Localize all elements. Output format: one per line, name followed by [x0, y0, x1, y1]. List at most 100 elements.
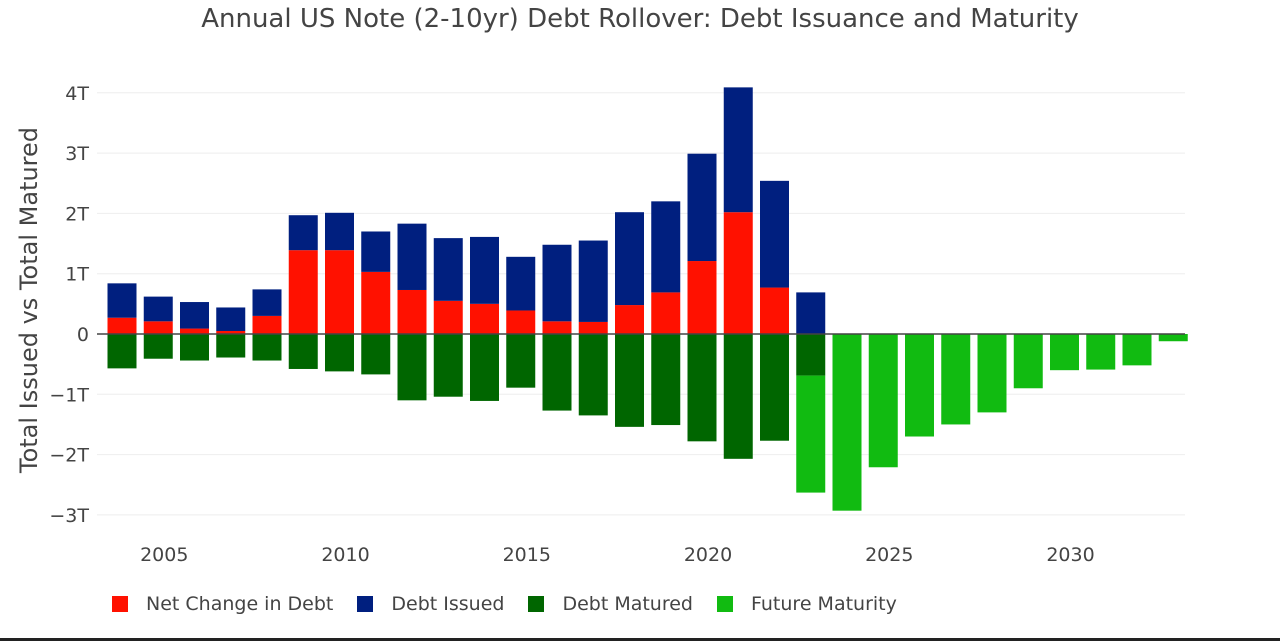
- bar-net-change-in-debt-2006[interactable]: [180, 328, 209, 334]
- bar-debt-issued-2019[interactable]: [651, 201, 681, 293]
- y-tick-label: 4T: [65, 83, 89, 105]
- bar-net-change-in-debt-2012[interactable]: [397, 289, 427, 334]
- bar-future-maturity-2030[interactable]: [1050, 334, 1079, 371]
- bar-debt-issued-2014[interactable]: [470, 236, 499, 304]
- bar-debt-issued-2015[interactable]: [506, 256, 536, 311]
- bar-debt-matured-2015[interactable]: [506, 334, 536, 388]
- bar-future-maturity-2023[interactable]: [796, 375, 826, 493]
- bar-future-maturity-2026[interactable]: [905, 334, 934, 437]
- legend-item-debt-issued[interactable]: Debt Issued: [357, 593, 504, 615]
- bar-debt-matured-2004[interactable]: [107, 334, 137, 369]
- legend-item-future-maturity[interactable]: Future Maturity: [717, 593, 897, 615]
- bar-debt-matured-2009[interactable]: [288, 334, 318, 369]
- bar-debt-issued-2018[interactable]: [615, 212, 644, 306]
- bar-debt-matured-2012[interactable]: [397, 334, 427, 401]
- bar-future-maturity-2029[interactable]: [1013, 334, 1043, 389]
- bar-net-change-in-debt-2022[interactable]: [760, 287, 789, 334]
- chart-legend: Net Change in Debt Debt Issued Debt Mature…: [112, 590, 921, 618]
- bar-net-change-in-debt-2018[interactable]: [615, 305, 644, 334]
- bar-debt-matured-2010[interactable]: [325, 334, 354, 372]
- bar-net-change-in-debt-2007[interactable]: [216, 330, 246, 334]
- bar-debt-matured-2018[interactable]: [615, 334, 644, 427]
- bar-debt-matured-2008[interactable]: [252, 334, 282, 361]
- bar-debt-matured-2020[interactable]: [687, 334, 717, 442]
- bar-debt-matured-2007[interactable]: [216, 334, 246, 358]
- bar-debt-issued-2011[interactable]: [361, 231, 391, 272]
- bar-debt-issued-2004[interactable]: [107, 283, 137, 318]
- bar-debt-matured-2021[interactable]: [723, 334, 753, 459]
- bar-debt-issued-2016[interactable]: [542, 244, 572, 322]
- legend-swatch: [112, 596, 128, 612]
- bar-net-change-in-debt-2021[interactable]: [723, 212, 753, 334]
- bar-future-maturity-2025[interactable]: [868, 334, 898, 468]
- bar-debt-matured-2011[interactable]: [361, 334, 391, 375]
- chart-title: Annual US Note (2-10yr) Debt Rollover: D…: [201, 4, 1079, 34]
- bar-debt-issued-2009[interactable]: [288, 215, 318, 251]
- bar-debt-matured-2019[interactable]: [651, 334, 681, 426]
- bar-future-maturity-2033[interactable]: [1158, 334, 1188, 342]
- bar-debt-issued-2006[interactable]: [180, 302, 209, 329]
- bar-debt-matured-2016[interactable]: [542, 334, 572, 411]
- legend-label: Future Maturity: [751, 593, 897, 615]
- bar-net-change-in-debt-2005[interactable]: [143, 321, 173, 334]
- x-tick-label: 2025: [865, 544, 913, 566]
- y-tick-label: −2T: [49, 445, 89, 467]
- x-tick-label: 2005: [140, 544, 188, 566]
- bar-debt-issued-2022[interactable]: [760, 180, 789, 288]
- bar-future-maturity-2031[interactable]: [1086, 334, 1116, 370]
- bar-net-change-in-debt-2010[interactable]: [325, 250, 354, 334]
- bar-debt-matured-2005[interactable]: [143, 334, 173, 359]
- bar-debt-matured-2013[interactable]: [433, 334, 463, 397]
- bar-future-maturity-2028[interactable]: [977, 334, 1007, 413]
- bar-debt-matured-2014[interactable]: [470, 334, 499, 401]
- bar-net-change-in-debt-2014[interactable]: [470, 303, 499, 334]
- bar-debt-issued-2021[interactable]: [723, 87, 753, 213]
- bar-net-change-in-debt-2019[interactable]: [651, 292, 681, 334]
- bar-debt-issued-2017[interactable]: [578, 240, 608, 322]
- bar-debt-issued-2010[interactable]: [325, 212, 354, 251]
- legend-item-net-change-in-debt[interactable]: Net Change in Debt: [112, 593, 333, 615]
- bar-net-change-in-debt-2015[interactable]: [506, 310, 536, 334]
- bar-debt-matured-2023[interactable]: [796, 334, 826, 376]
- x-tick-label: 2010: [321, 544, 369, 566]
- bar-debt-issued-2013[interactable]: [433, 238, 463, 301]
- bar-net-change-in-debt-2017[interactable]: [578, 321, 608, 334]
- bar-debt-issued-2007[interactable]: [216, 307, 246, 331]
- legend-label: Debt Issued: [391, 593, 505, 615]
- x-tick-label: 2030: [1046, 544, 1094, 566]
- bar-debt-issued-2023[interactable]: [796, 292, 826, 334]
- legend-swatch: [528, 596, 545, 612]
- y-tick-label: 3T: [65, 143, 89, 165]
- y-tick-label: −3T: [49, 505, 89, 527]
- bar-future-maturity-2032[interactable]: [1122, 334, 1152, 366]
- x-tick-label: 2020: [684, 544, 732, 566]
- y-tick-label: −1T: [49, 384, 89, 406]
- y-axis-label: Total Issued vs Total Matured: [15, 127, 43, 474]
- legend-item-debt-matured[interactable]: Debt Matured: [528, 593, 693, 615]
- axes: 4T 3T 2T 1T 0 −1T −2T −3T 2005 2010 2015 2020 2025 20…: [49, 83, 1185, 566]
- bar-net-change-in-debt-2004[interactable]: [107, 317, 137, 334]
- legend-label: Debt Matured: [562, 593, 693, 615]
- bar-net-change-in-debt-2011[interactable]: [361, 271, 391, 334]
- bar-debt-issued-2005[interactable]: [143, 296, 173, 322]
- y-tick-label: 0: [77, 324, 89, 346]
- legend-swatch: [357, 596, 374, 612]
- bar-debt-issued-2020[interactable]: [687, 153, 717, 262]
- y-tick-label: 1T: [65, 264, 89, 286]
- bar-net-change-in-debt-2016[interactable]: [542, 321, 572, 334]
- bar-debt-issued-2008[interactable]: [252, 289, 282, 316]
- bar-future-maturity-2027[interactable]: [941, 334, 971, 425]
- bar-net-change-in-debt-2020[interactable]: [687, 261, 717, 334]
- bar-net-change-in-debt-2009[interactable]: [288, 250, 318, 334]
- bars: [107, 87, 1188, 511]
- bar-debt-matured-2006[interactable]: [180, 334, 209, 361]
- bar-future-maturity-2024[interactable]: [832, 334, 862, 511]
- bar-debt-matured-2022[interactable]: [760, 334, 789, 441]
- legend-label: Net Change in Debt: [146, 593, 334, 615]
- bar-debt-issued-2012[interactable]: [397, 223, 427, 290]
- bar-debt-matured-2017[interactable]: [578, 334, 608, 416]
- bar-net-change-in-debt-2013[interactable]: [433, 300, 463, 334]
- legend-swatch: [717, 596, 733, 612]
- bar-net-change-in-debt-2008[interactable]: [252, 315, 282, 334]
